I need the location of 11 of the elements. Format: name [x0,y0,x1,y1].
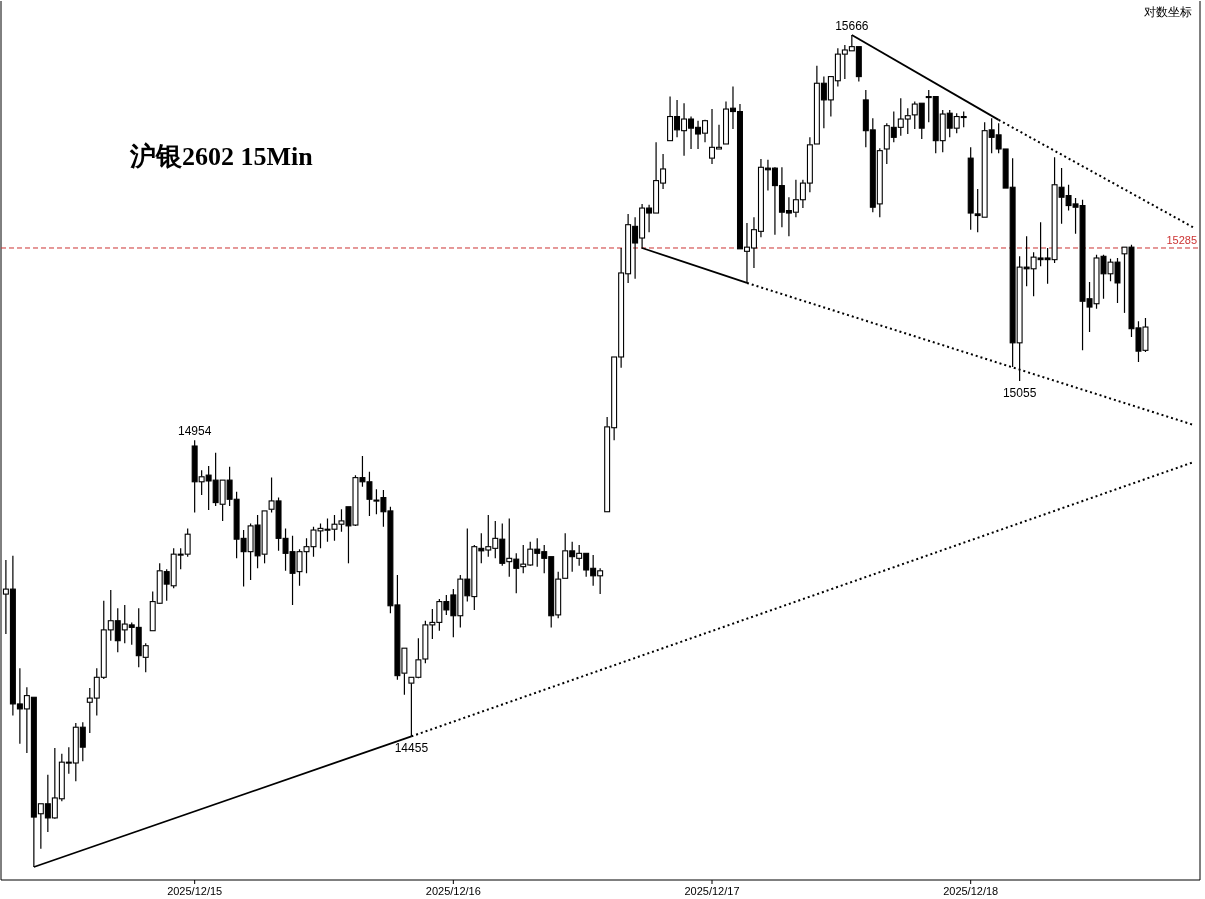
annotation: 15055 [1002,386,1037,401]
annotation: 14954 [177,424,212,439]
x-tick-label: 2025/12/15 [167,885,223,897]
x-tick-label: 2025/12/18 [943,885,999,897]
annotation: 15285 [1166,233,1197,246]
text: 沪银2602 15Min [129,142,314,171]
annotation: 14455 [394,741,429,756]
x-tick-label: 2025/12/17 [684,885,740,897]
x-tick-label: 2025/12/16 [425,885,481,897]
text: 对数坐标 [1144,5,1192,19]
annotation: 15666 [835,19,869,33]
